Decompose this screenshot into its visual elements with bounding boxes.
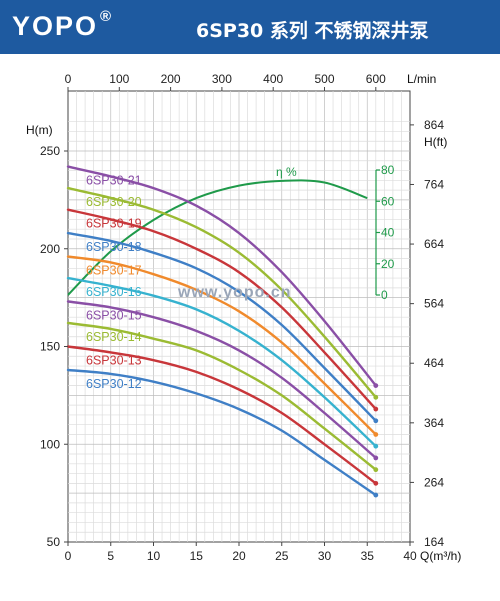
y-tick-label: 50 <box>47 535 61 549</box>
curve-6sp30-14 <box>66 321 377 471</box>
right-tick-label: 364 <box>424 416 444 430</box>
curve-end-point <box>373 418 379 424</box>
y-tick-label: 150 <box>40 340 60 354</box>
series-label: 6SP30-21 <box>86 174 142 188</box>
curve-6sp30-18 <box>66 231 377 422</box>
x-tick-label: 0 <box>65 549 72 563</box>
curve-6sp30-21 <box>66 165 377 387</box>
y-axis-label: H(m) <box>26 123 53 137</box>
curve-end-point <box>373 394 379 400</box>
series-label: 6SP30-16 <box>86 285 142 299</box>
header-bar: YOPO ® 6SP30 系列 不锈钢深井泵 <box>0 0 500 54</box>
efficiency-label: η % <box>276 165 297 179</box>
right-tick-label: 764 <box>424 177 444 191</box>
curve-6sp30-17 <box>66 255 377 436</box>
curve-end-point <box>373 443 379 449</box>
curve-end-point <box>373 383 379 388</box>
brand-logo: YOPO ® <box>12 8 114 42</box>
curve-end-point <box>373 480 379 486</box>
right-tick-label: 664 <box>424 237 444 251</box>
efficiency-group: 0 20 40 60 80 η % <box>67 163 395 302</box>
series-label: 6SP30-19 <box>86 217 142 231</box>
curve-6sp30-15 <box>66 300 377 460</box>
efficiency-tick-label: 80 <box>381 163 395 177</box>
y-tick-label: 100 <box>40 437 60 451</box>
series-label: 6SP30-17 <box>86 264 142 278</box>
curve-6sp30-12 <box>66 368 377 497</box>
curve-end-point <box>373 455 379 461</box>
x-tick-label: 35 <box>361 549 375 563</box>
top-tick-label: 600 <box>366 72 386 86</box>
right-tick-label: 864 <box>424 118 444 132</box>
series-label: 6SP30-20 <box>86 195 142 209</box>
curve-end-point <box>373 406 379 412</box>
y-tick-label: 250 <box>40 144 60 158</box>
right-tick-label: 564 <box>424 297 444 311</box>
watermark: www.yopo.cn <box>177 284 292 301</box>
x-tick-label: 25 <box>275 549 289 563</box>
right-tick-label: 164 <box>424 535 444 549</box>
series-label: 6SP30-18 <box>86 240 142 254</box>
x-tick-label: 10 <box>147 549 161 563</box>
right-tick-label: 464 <box>424 356 444 370</box>
x-tick-label: 20 <box>232 549 246 563</box>
x-tick-label: 30 <box>318 549 332 563</box>
efficiency-curve <box>67 179 368 296</box>
curves-group <box>66 165 379 498</box>
curve-end-point <box>373 467 379 473</box>
efficiency-tick-label: 60 <box>381 194 395 208</box>
top-tick-label: 300 <box>212 72 232 86</box>
registered-mark: ® <box>100 8 114 25</box>
series-label: 6SP30-13 <box>86 354 142 368</box>
axes-group: 0 5 10 15 20 25 30 35 40 Q(m³/h)50100150200250H(m… <box>26 72 461 563</box>
curve-end-point <box>373 432 379 437</box>
grid <box>67 90 411 543</box>
y-tick-label: 200 <box>40 242 60 256</box>
page-title: 6SP30 系列 不锈钢深井泵 <box>196 20 429 42</box>
top-tick-label: 0 <box>65 72 72 86</box>
series-label: 6SP30-12 <box>86 377 142 391</box>
top-tick-label: 200 <box>161 72 181 86</box>
series-labels-group: 6SP30-21 6SP30-20 6SP30-19 6SP30-18 6SP30-17… <box>86 174 142 391</box>
x-tick-label: 15 <box>190 549 204 563</box>
right-axis-label: H(ft) <box>424 135 447 149</box>
series-label: 6SP30-15 <box>86 309 142 323</box>
curve-end-point <box>373 492 379 498</box>
curve-6sp30-13 <box>66 345 377 485</box>
top-axis-label: L/min <box>407 72 436 86</box>
right-tick-label: 264 <box>424 475 444 489</box>
efficiency-tick-label: 40 <box>381 226 395 240</box>
curve-6sp30-19 <box>66 208 377 411</box>
x-axis-label: Q(m³/h) <box>420 549 461 563</box>
brand-name: YOPO <box>12 11 99 41</box>
series-label: 6SP30-14 <box>86 330 142 344</box>
x-tick-label: 40 <box>403 549 417 563</box>
top-tick-label: 400 <box>263 72 283 86</box>
curve-6sp30-16 <box>66 276 377 448</box>
curve-6sp30-20 <box>66 186 377 399</box>
efficiency-tick-label: 20 <box>381 257 395 271</box>
x-tick-label: 5 <box>107 549 114 563</box>
top-tick-label: 100 <box>109 72 129 86</box>
efficiency-tick-label: 0 <box>381 288 388 302</box>
top-tick-label: 500 <box>314 72 334 86</box>
